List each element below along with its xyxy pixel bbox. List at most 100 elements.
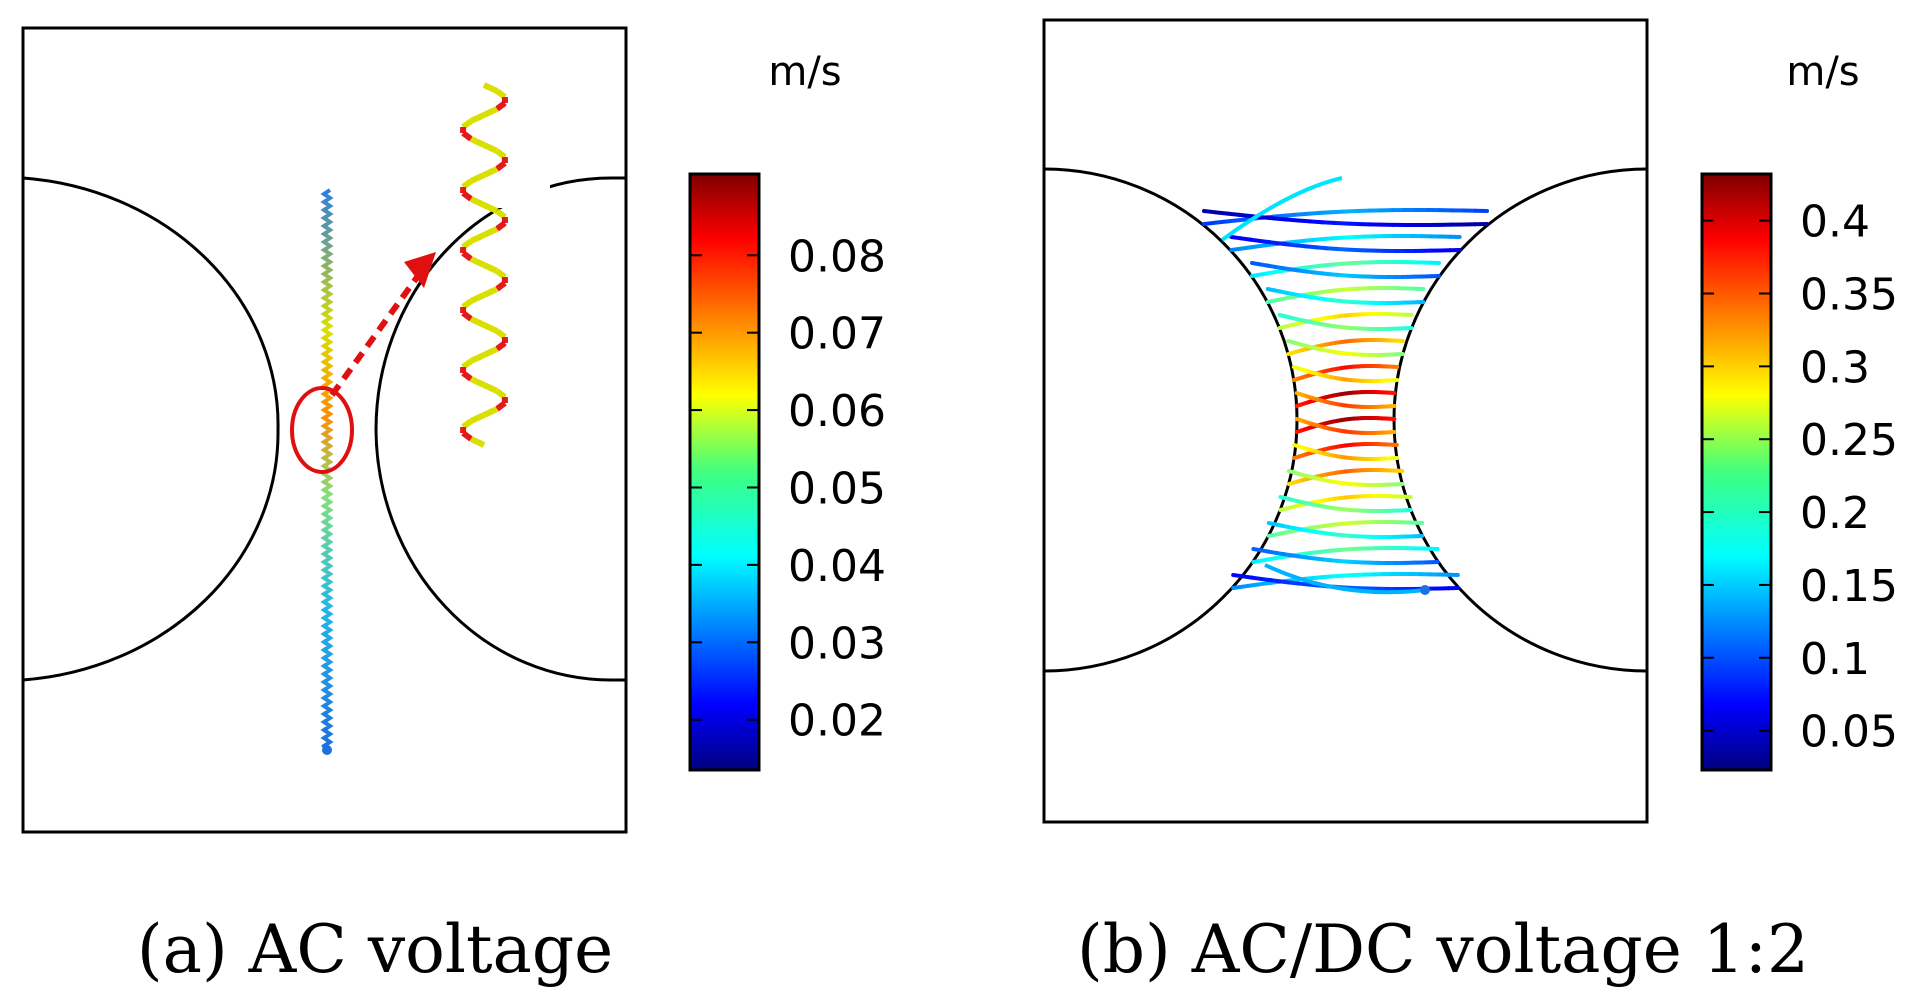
trajectory-segment (1292, 443, 1301, 449)
zoomed-trajectory-segment (469, 436, 486, 448)
colorbar-tick-label: 0.03 (788, 618, 886, 669)
zoomed-trajectory-segment (495, 160, 507, 172)
colorbar-tick-label: 0.06 (788, 386, 886, 437)
zoomed-trajectory-segment (482, 142, 499, 154)
zoomed-trajectory-segment (469, 196, 486, 208)
colorbar-tick-label: 0.35 (1800, 269, 1898, 320)
trajectory-segment (1250, 261, 1262, 267)
panel-a-caption: (a) AC voltage (137, 911, 613, 988)
panel-b-colorbar-unit: m/s (1786, 49, 1859, 95)
colorbar-tick-label: 0.2 (1800, 488, 1870, 539)
zoomed-trajectory-segment (482, 106, 499, 118)
zoomed-trajectory-segment (495, 280, 507, 292)
zoomed-trajectory-segment (461, 358, 473, 370)
zoomed-trajectory-segment (469, 376, 486, 388)
zoomed-trajectory-segment (469, 316, 486, 328)
panel-a-colorbar-ticks: 0.08 0.07 0.06 0.05 0.04 0.03 0.02 (690, 231, 886, 747)
trajectory-segment (1294, 417, 1303, 423)
colorbar-tick-label: 0.07 (788, 309, 886, 360)
colorbar-tick-label: 0.25 (1800, 415, 1898, 466)
zoomed-trajectory-segment (469, 292, 486, 304)
zoomed-trajectory-segment (461, 298, 473, 310)
trajectory-segment (1291, 365, 1301, 371)
zoomed-trajectory-segment (469, 136, 486, 148)
zoomed-trajectory-segment (495, 328, 507, 340)
zoomed-trajectory-segment (461, 130, 473, 142)
zoomed-trajectory-segment (461, 118, 473, 130)
trajectory-segment (1251, 547, 1264, 553)
panel-a-colorbar (688, 172, 761, 772)
panel-a-colorbar-unit: m/s (768, 49, 841, 95)
zoomed-trajectory-segment (482, 286, 499, 298)
panel-b-frame (1042, 18, 1649, 824)
zoomed-trajectory-segment (461, 178, 473, 190)
panel-b-colorbar (1700, 172, 1773, 772)
zoomed-trajectory-segment (461, 250, 473, 262)
trajectory-segment (1231, 573, 1245, 579)
colorbar-tick-label: 0.15 (1800, 561, 1898, 612)
zoomed-trajectory-segment (482, 202, 499, 214)
colorbar-tick-label: 0.05 (788, 463, 886, 514)
panel-a: m/s 0.08 0.07 0.06 0.05 0.04 0.03 0.02 (a) AC … (21, 26, 886, 988)
trajectory-segment (1278, 495, 1288, 501)
trajectory-segment (1286, 339, 1296, 345)
trajectory-segment (1266, 521, 1278, 527)
zoomed-trajectory-segment (495, 268, 507, 280)
panel-a-right-electrode (374, 176, 626, 682)
panel-b-trajectory (1201, 176, 1490, 595)
zoomed-trajectory-segment (495, 100, 507, 112)
trajectory-segment (1265, 287, 1277, 293)
zoomed-trajectory-segment (461, 370, 473, 382)
zoomed-trajectory-segment (482, 166, 499, 178)
zoomed-trajectory-segment (469, 412, 486, 424)
trajectory-tail (1264, 563, 1426, 595)
zoomed-trajectory-segment (482, 262, 499, 274)
trajectory-segment (1201, 209, 1218, 215)
panel-b-start-point (1420, 585, 1430, 595)
panel-b-caption: (b) AC/DC voltage 1:2 (1077, 911, 1809, 988)
panel-a-start-point (322, 745, 332, 755)
zoomed-trajectory-segment (461, 418, 473, 430)
zoomed-trajectory-segment (461, 190, 473, 202)
zoomed-trajectory-segment (482, 226, 499, 238)
zoomed-trajectory-segment (461, 430, 473, 442)
zoomed-trajectory-segment (469, 172, 486, 184)
zoomed-trajectory-segment (495, 88, 507, 100)
panel-a-left-electrode (22, 176, 280, 682)
zoomed-trajectory-segment (461, 310, 473, 322)
trajectory-tail (1220, 176, 1343, 242)
colorbar-tick-label: 0.4 (1800, 197, 1870, 248)
panel-b-right-electrode (1392, 167, 1648, 673)
colorbar-tick-label: 0.1 (1800, 634, 1870, 685)
zoomed-trajectory-segment (482, 406, 499, 418)
zoomed-trajectory-segment (469, 232, 486, 244)
panel-b: m/s 0.4 0.35 0.3 0.25 0.2 0.15 0.1 0.05 (b) AC/… (1042, 18, 1898, 988)
zoomed-trajectory-segment (469, 112, 486, 124)
trajectory-segment (1277, 313, 1288, 319)
highlight-ellipse (290, 386, 354, 474)
panel-a-frame (21, 26, 628, 834)
colorbar-tick-label: 0.3 (1800, 342, 1870, 393)
zoomed-trajectory-segment (461, 238, 473, 250)
colorbar-tick-label: 0.05 (1800, 707, 1898, 758)
zoomed-trajectory-segment (495, 220, 507, 232)
zoomed-trajectory-segment (469, 256, 486, 268)
zoomed-trajectory-segment (495, 388, 507, 400)
zoomed-trajectory-segment (495, 148, 507, 160)
panel-b-colorbar-ticks: 0.4 0.35 0.3 0.25 0.2 0.15 0.1 0.05 (1702, 197, 1898, 758)
zoomed-trajectory-segment (495, 400, 507, 412)
trajectory-segment (1229, 235, 1243, 241)
zoomed-trajectory-segment (482, 322, 499, 334)
zoomed-trajectory-segment (482, 382, 499, 394)
zoomed-trajectory-segment (469, 352, 486, 364)
zoomed-trajectory-segment (495, 340, 507, 352)
colorbar-tick-label: 0.08 (788, 231, 886, 282)
colorbar-tick-label: 0.04 (788, 541, 886, 592)
zoomed-trajectory-segment (482, 82, 499, 94)
trajectory-segment (1286, 469, 1296, 475)
colorbar-tick-label: 0.02 (788, 696, 886, 747)
zoom-arrow-head (404, 252, 436, 288)
trajectory-segment (1294, 391, 1303, 397)
zoomed-trajectory-segment (482, 346, 499, 358)
